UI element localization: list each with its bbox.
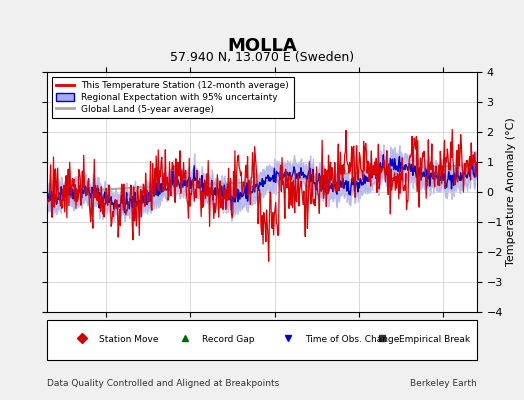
Text: Data Quality Controlled and Aligned at Breakpoints: Data Quality Controlled and Aligned at B…: [47, 380, 279, 388]
Text: MOLLA: MOLLA: [227, 37, 297, 55]
FancyBboxPatch shape: [47, 320, 477, 360]
Y-axis label: Temperature Anomaly (°C): Temperature Anomaly (°C): [506, 118, 516, 266]
Legend: This Temperature Station (12-month average), Regional Expectation with 95% uncer: This Temperature Station (12-month avera…: [52, 76, 294, 118]
Text: 57.940 N, 13.070 E (Sweden): 57.940 N, 13.070 E (Sweden): [170, 52, 354, 64]
Text: Empirical Break: Empirical Break: [399, 336, 471, 344]
Text: Record Gap: Record Gap: [202, 336, 254, 344]
Text: Berkeley Earth: Berkeley Earth: [410, 380, 477, 388]
Text: Station Move: Station Move: [99, 336, 158, 344]
Text: Time of Obs. Change: Time of Obs. Change: [305, 336, 399, 344]
